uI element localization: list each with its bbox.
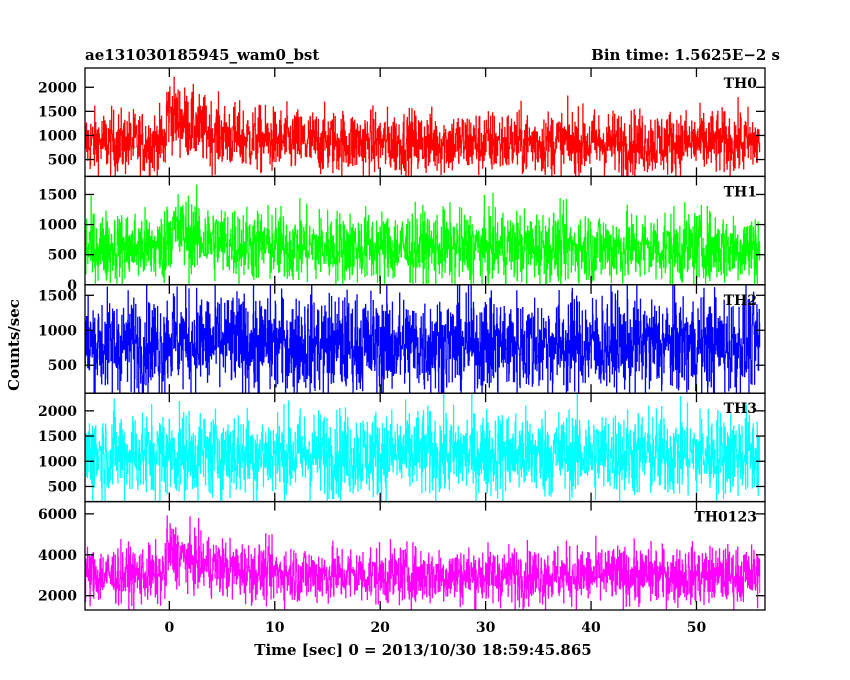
y-tick-label: 1500 bbox=[38, 288, 77, 304]
lightcurve-th0 bbox=[85, 76, 761, 177]
chart-title-left: ae131030185945_wam0_bst bbox=[85, 46, 319, 64]
lightcurve-th2 bbox=[85, 284, 761, 394]
y-tick-label: 2000 bbox=[38, 80, 77, 96]
panel-label-th1: TH1 bbox=[724, 184, 757, 200]
lightcurve-th3 bbox=[85, 393, 761, 502]
y-tick-label: 6000 bbox=[38, 507, 77, 523]
lightcurve-th0123 bbox=[85, 515, 761, 611]
x-axis-label: Time [sec] 0 = 2013/10/30 18:59:45.865 bbox=[254, 641, 591, 659]
x-tick-label: 30 bbox=[476, 620, 496, 636]
x-tick-label: 10 bbox=[265, 620, 285, 636]
x-tick-label: 0 bbox=[164, 620, 174, 636]
x-tick-label: 40 bbox=[581, 620, 601, 636]
y-tick-label: 1000 bbox=[38, 128, 77, 144]
panel-label-th3: TH3 bbox=[724, 401, 757, 417]
y-tick-label: 1500 bbox=[38, 429, 77, 445]
panel-label-th0123: TH0123 bbox=[694, 510, 757, 526]
y-tick-label: 1500 bbox=[38, 104, 77, 120]
y-tick-label: 2000 bbox=[38, 589, 77, 605]
y-tick-label: 1000 bbox=[38, 323, 77, 339]
panel-frame-th0123 bbox=[84, 500, 766, 611]
y-tick-label: 0 bbox=[67, 278, 77, 294]
y-tick-label: 500 bbox=[48, 248, 77, 264]
y-tick-label: 500 bbox=[48, 358, 77, 374]
y-tick-label: 1500 bbox=[38, 187, 77, 203]
y-tick-label: 2000 bbox=[38, 404, 77, 420]
y-tick-label: 500 bbox=[48, 479, 77, 495]
y-tick-label: 4000 bbox=[38, 548, 77, 564]
y-axis-label: Counts/sec bbox=[5, 299, 23, 391]
panel-label-th0: TH0 bbox=[724, 76, 758, 92]
y-tick-label: 1000 bbox=[38, 454, 77, 470]
x-tick-label: 50 bbox=[687, 620, 707, 636]
y-tick-label: 1000 bbox=[38, 218, 77, 234]
chart-title-right: Bin time: 1.5625E−2 s bbox=[591, 46, 780, 64]
panel-label-th2: TH2 bbox=[724, 293, 757, 309]
lightcurve-th1 bbox=[85, 184, 761, 285]
y-tick-label: 500 bbox=[48, 153, 77, 169]
x-tick-label: 20 bbox=[370, 620, 390, 636]
